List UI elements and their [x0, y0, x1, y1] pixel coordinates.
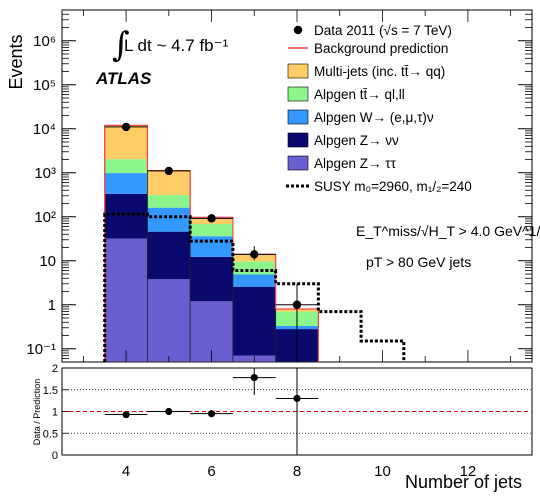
signal-layer: [103, 212, 406, 362]
legend-data-marker: [293, 25, 303, 35]
legend-swatch-znunu: [287, 132, 309, 148]
bar-wlnu-6: [190, 236, 233, 257]
legend-swatch-wlnu: [287, 109, 309, 125]
bar-znunu-5: [147, 231, 191, 280]
legend-label-0: Data 2011 (√s = 7 TeV): [314, 23, 452, 38]
legend-label-6: Alpgen Z→ ττ: [314, 156, 397, 171]
susy-signal-line: [103, 212, 406, 362]
x-tick-label-8: 8: [293, 463, 301, 480]
ratio-y-tick-label-4: 2: [52, 363, 58, 375]
y-tick-label-0: 10⁻¹: [26, 341, 56, 358]
integral-sign: ∫: [112, 25, 130, 65]
bar-wlnu-7: [232, 274, 276, 287]
bar-ttbar-4: [104, 159, 148, 174]
y-axis-title: Events: [6, 34, 26, 89]
bar-ztautau-5: [147, 279, 191, 362]
legend-label-2: Multi-jets (inc. tt̄→ qq): [314, 64, 445, 79]
y-tick-label-2: 10: [39, 253, 56, 270]
ratio-y-tick-label-1: 0.5: [43, 428, 58, 440]
pt-cut-annotation: pT > 80 GeV jets: [366, 254, 471, 270]
legend-label-7: SUSY m₀=2960, m₁/₂=240: [314, 179, 472, 194]
lumi-annotation: L dt ~ 4.7 fb⁻¹ ∫: [112, 25, 229, 65]
legend-swatch-ztautau: [287, 155, 309, 171]
x-tick-label-4: 4: [122, 463, 130, 480]
bar-ttbar-5: [147, 195, 191, 208]
atlas-label: ATLAS: [95, 69, 152, 88]
x-tick-label-12: 12: [460, 463, 477, 480]
legend-swatch-multijet: [287, 63, 309, 79]
ratio-point-5: [165, 407, 173, 416]
data-point-6: [207, 214, 216, 223]
data-point-8: [292, 300, 302, 309]
data-point-4: [121, 122, 131, 132]
ratio-point-6: [207, 410, 216, 418]
y-tick-label-4: 10³: [34, 165, 56, 182]
ratio-y-tick-label-2: 1: [52, 407, 58, 419]
ratio-y-tick-label-0: 0: [52, 450, 58, 462]
y-tick-label-5: 10⁴: [33, 121, 56, 138]
ratio-points: [104, 368, 319, 455]
ratio-point-4: [122, 410, 130, 419]
x-axis-title: Number of jets: [405, 472, 522, 492]
ratio-y-tick-label-3: 1.5: [43, 385, 58, 397]
x-tick-label-6: 6: [207, 463, 215, 480]
legend-label-1: Background prediction: [314, 41, 448, 56]
bar-ttbar-7: [232, 261, 276, 275]
y-tick-label-1: 1: [48, 297, 56, 314]
met-cut-annotation: E_T^miss/√H_T > 4.0 GeV^1/2: [356, 223, 540, 239]
y-tick-label-7: 10⁶: [33, 33, 56, 50]
ratio-point-7: [250, 373, 258, 382]
ratio-point-8: [293, 394, 301, 403]
legend: Data 2011 (√s = 7 TeV) Background predict…: [286, 23, 472, 194]
data-point-5: [164, 166, 174, 176]
lumi-text: L dt ~ 4.7 fb⁻¹: [124, 36, 229, 55]
y-tick-label-3: 10²: [34, 209, 56, 226]
bar-znunu-4: [104, 193, 148, 239]
legend-label-4: Alpgen W→ (e,μ,τ)ν: [314, 110, 434, 125]
bar-znunu-7: [232, 286, 276, 356]
legend-swatch-ttbar: [287, 86, 309, 102]
legend-label-5: Alpgen Z→ νν: [314, 133, 399, 148]
bar-znunu-6: [190, 256, 233, 302]
data-layer: [104, 122, 319, 362]
legend-label-3: Alpgen tt̄→ ql,ll: [314, 87, 405, 102]
bar-ztautau-4: [104, 238, 148, 362]
bar-ttbar-6: [190, 224, 233, 237]
y-tick-label-6: 10⁵: [33, 77, 56, 94]
ratio-y-axis-title: Data / Prediction: [32, 379, 42, 446]
bar-wlnu-4: [104, 173, 148, 194]
bar-wlnu-5: [147, 207, 191, 232]
data-point-7: [250, 250, 259, 259]
x-tick-label-10: 10: [374, 463, 391, 480]
